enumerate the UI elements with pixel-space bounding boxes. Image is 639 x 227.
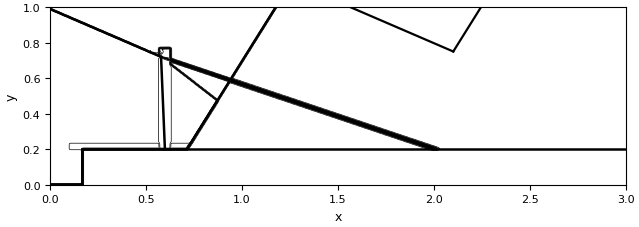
X-axis label: x: x [334,210,342,223]
Y-axis label: y: y [4,93,17,100]
